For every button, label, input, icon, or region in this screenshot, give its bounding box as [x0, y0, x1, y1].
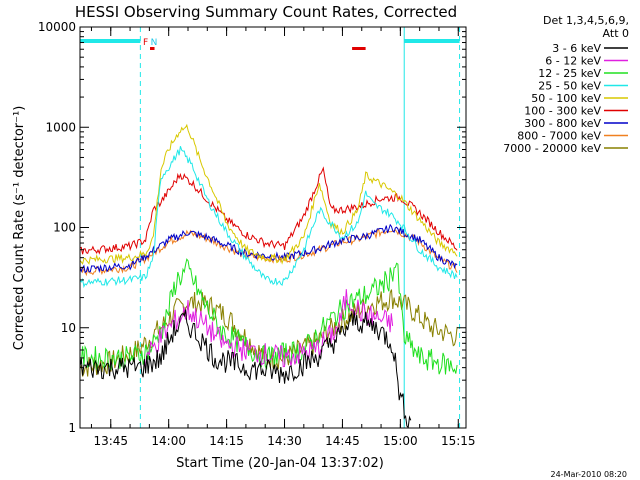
legend-label-4: 50 - 100 keV — [531, 92, 601, 105]
legend-label-0: 3 - 6 keV — [552, 42, 601, 55]
legend-label-2: 12 - 25 keV — [538, 67, 601, 80]
x-tick-label-14:45: 14:45 — [325, 434, 360, 448]
x-tick-label-14:30: 14:30 — [267, 434, 302, 448]
x-tick-label-15:15: 15:15 — [441, 434, 476, 448]
series-line-7000-20000-kev — [79, 289, 458, 377]
plot-frame — [79, 26, 467, 429]
series-line-300-800-kev — [79, 223, 458, 274]
y-tick-label-10: 10 — [61, 321, 76, 335]
y-tick-label-10000: 10000 — [38, 20, 76, 34]
y-tick-label-1000: 1000 — [45, 120, 76, 134]
x-tick-label-14:00: 14:00 — [151, 434, 186, 448]
y-axis-label: Corrected Count Rate (s⁻¹ detector⁻¹) — [12, 106, 27, 351]
legend-label-3: 25 - 50 keV — [538, 80, 601, 93]
series-line-100-300-kev — [79, 166, 458, 255]
y-tick-label-100: 100 — [53, 221, 76, 235]
night-interval-bar-0 — [80, 39, 141, 43]
chart-title: HESSI Observing Summary Count Rates, Cor… — [75, 3, 457, 21]
series-layer — [79, 123, 458, 429]
x-tick-label-13:45: 13:45 — [93, 434, 128, 448]
annotation-N: N — [151, 38, 158, 48]
x-tick-label-14:15: 14:15 — [209, 434, 244, 448]
legend-label-6: 300 - 800 keV — [524, 117, 601, 130]
legend-header-1: Det 1,3,4,5,6,9, — [543, 14, 629, 27]
series-line-3-6-kev — [79, 309, 412, 429]
legend-label-5: 100 - 300 keV — [524, 105, 601, 118]
series-line-25-50-kev — [79, 146, 458, 289]
legend-header-2: Att 0 — [603, 27, 629, 40]
night-interval-bar-1 — [404, 39, 460, 43]
series-line-800-7000-kev — [79, 227, 458, 277]
x-axis-label: Start Time (20-Jan-04 13:37:02) — [176, 456, 384, 471]
chart-text-layer: NF 1 10 100 1000 10000 13:45 14:00 14:15 14:30 14:… — [38, 20, 628, 448]
legend-label-7: 800 - 7000 keV — [517, 130, 601, 143]
x-tick-label-15:00: 15:00 — [383, 434, 418, 448]
legend-label-1: 6 - 12 keV — [545, 55, 601, 68]
annotation-F: F — [143, 38, 148, 48]
flare-flag-1 — [352, 47, 366, 50]
series-line-6-12-kev — [145, 289, 394, 368]
series-line-50-100-kev — [79, 123, 458, 265]
legend-label-8: 7000 - 20000 keV — [503, 142, 601, 155]
timestamp: 24-Mar-2010 08:20 — [551, 470, 628, 479]
y-tick-label-1: 1 — [68, 421, 76, 435]
flare-flag-0 — [150, 47, 155, 50]
series-line-12-25-kev — [79, 258, 458, 375]
